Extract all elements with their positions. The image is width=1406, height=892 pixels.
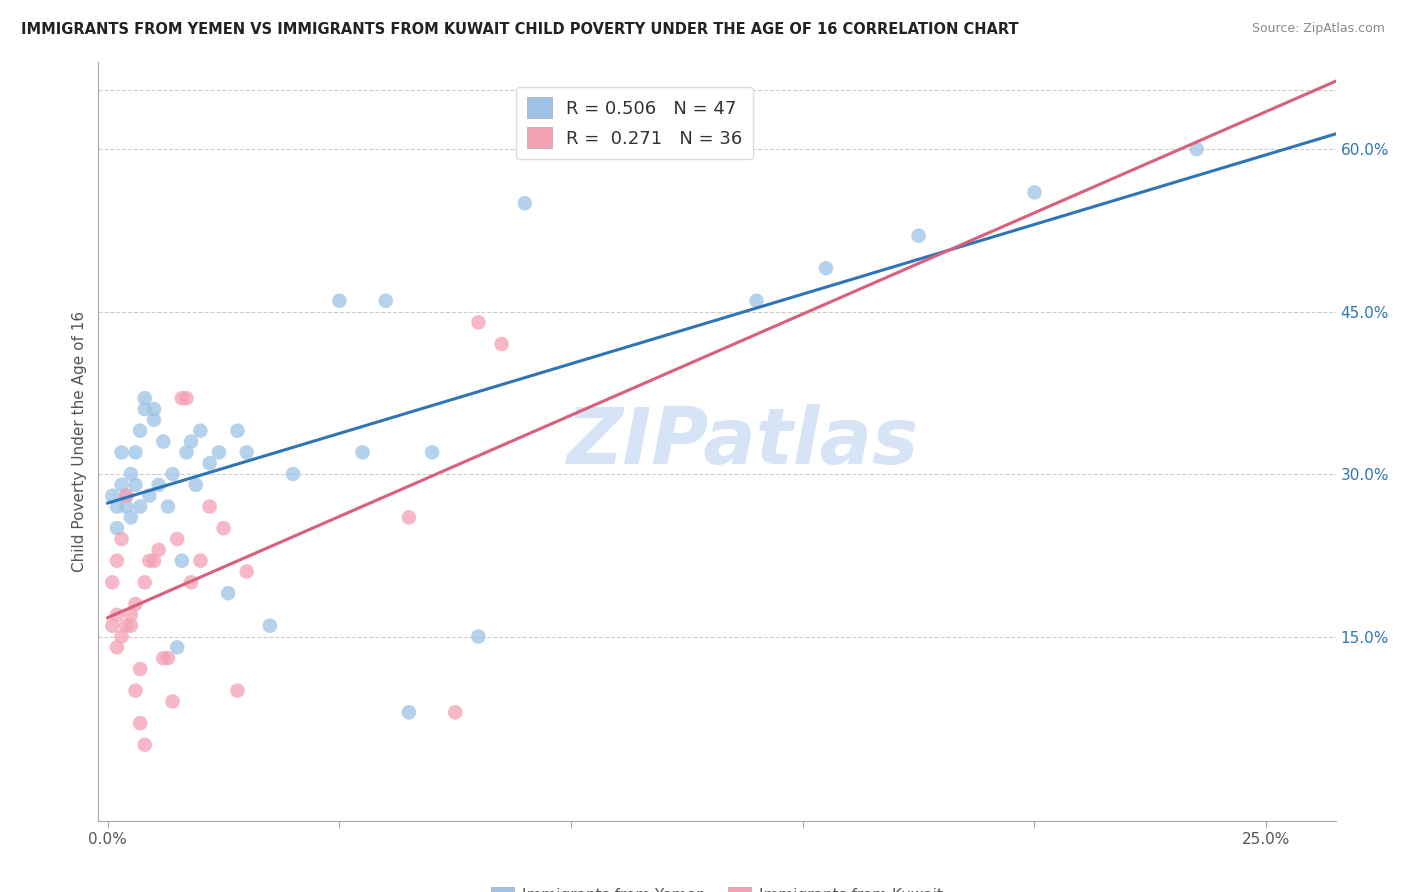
Point bbox=[101, 618, 124, 632]
Point bbox=[105, 607, 128, 622]
Point bbox=[226, 424, 249, 438]
Point bbox=[198, 456, 221, 470]
Point bbox=[156, 500, 179, 514]
Point bbox=[198, 500, 221, 514]
Point bbox=[134, 575, 156, 590]
Point bbox=[190, 424, 212, 438]
Point bbox=[101, 575, 124, 590]
Point bbox=[212, 521, 235, 535]
Point bbox=[907, 228, 929, 243]
Legend: Immigrants from Yemen, Immigrants from Kuwait: Immigrants from Yemen, Immigrants from K… bbox=[485, 881, 949, 892]
Point bbox=[134, 402, 156, 417]
Point bbox=[110, 445, 132, 459]
Point bbox=[101, 489, 124, 503]
Point bbox=[134, 391, 156, 405]
Point bbox=[115, 618, 138, 632]
Point bbox=[467, 315, 489, 329]
Point bbox=[374, 293, 396, 308]
Point bbox=[129, 500, 152, 514]
Point bbox=[134, 738, 156, 752]
Point bbox=[352, 445, 374, 459]
Point bbox=[143, 554, 166, 568]
Point bbox=[1024, 186, 1046, 200]
Point bbox=[190, 554, 212, 568]
Point bbox=[208, 445, 231, 459]
Point bbox=[467, 630, 489, 644]
Point bbox=[513, 196, 536, 211]
Point bbox=[143, 402, 166, 417]
Point bbox=[129, 662, 152, 676]
Point bbox=[110, 478, 132, 492]
Point bbox=[162, 467, 184, 481]
Point bbox=[176, 445, 198, 459]
Point bbox=[235, 445, 257, 459]
Point bbox=[152, 434, 174, 449]
Point bbox=[166, 640, 188, 655]
Point bbox=[420, 445, 443, 459]
Y-axis label: Child Poverty Under the Age of 16: Child Poverty Under the Age of 16 bbox=[72, 311, 87, 572]
Point bbox=[120, 618, 142, 632]
Point bbox=[129, 716, 152, 731]
Point bbox=[124, 478, 146, 492]
Text: Source: ZipAtlas.com: Source: ZipAtlas.com bbox=[1251, 22, 1385, 36]
Point bbox=[170, 554, 193, 568]
Point bbox=[491, 337, 513, 351]
Point bbox=[115, 489, 138, 503]
Text: IMMIGRANTS FROM YEMEN VS IMMIGRANTS FROM KUWAIT CHILD POVERTY UNDER THE AGE OF 1: IMMIGRANTS FROM YEMEN VS IMMIGRANTS FROM… bbox=[21, 22, 1019, 37]
Point bbox=[814, 261, 837, 276]
Point bbox=[176, 391, 198, 405]
Point bbox=[120, 607, 142, 622]
Point bbox=[115, 500, 138, 514]
Point bbox=[110, 630, 132, 644]
Point bbox=[120, 510, 142, 524]
Point bbox=[745, 293, 768, 308]
Point bbox=[156, 651, 179, 665]
Point bbox=[184, 478, 207, 492]
Point bbox=[444, 706, 467, 720]
Point bbox=[105, 554, 128, 568]
Point bbox=[162, 694, 184, 708]
Point bbox=[124, 597, 146, 611]
Point bbox=[235, 565, 257, 579]
Point bbox=[148, 478, 170, 492]
Point bbox=[398, 706, 420, 720]
Point bbox=[1185, 142, 1208, 156]
Point bbox=[105, 521, 128, 535]
Point bbox=[115, 489, 138, 503]
Point bbox=[105, 640, 128, 655]
Text: ZIPatlas: ZIPatlas bbox=[565, 403, 918, 480]
Point bbox=[226, 683, 249, 698]
Point bbox=[105, 500, 128, 514]
Point bbox=[180, 575, 202, 590]
Point bbox=[110, 532, 132, 546]
Point bbox=[129, 424, 152, 438]
Point bbox=[166, 532, 188, 546]
Point bbox=[148, 542, 170, 557]
Point bbox=[259, 618, 281, 632]
Point bbox=[328, 293, 350, 308]
Point bbox=[120, 467, 142, 481]
Point bbox=[138, 489, 160, 503]
Point bbox=[398, 510, 420, 524]
Point bbox=[138, 554, 160, 568]
Point bbox=[124, 683, 146, 698]
Point bbox=[152, 651, 174, 665]
Point bbox=[180, 434, 202, 449]
Point bbox=[143, 413, 166, 427]
Point bbox=[217, 586, 239, 600]
Point bbox=[124, 445, 146, 459]
Point bbox=[281, 467, 304, 481]
Point bbox=[170, 391, 193, 405]
